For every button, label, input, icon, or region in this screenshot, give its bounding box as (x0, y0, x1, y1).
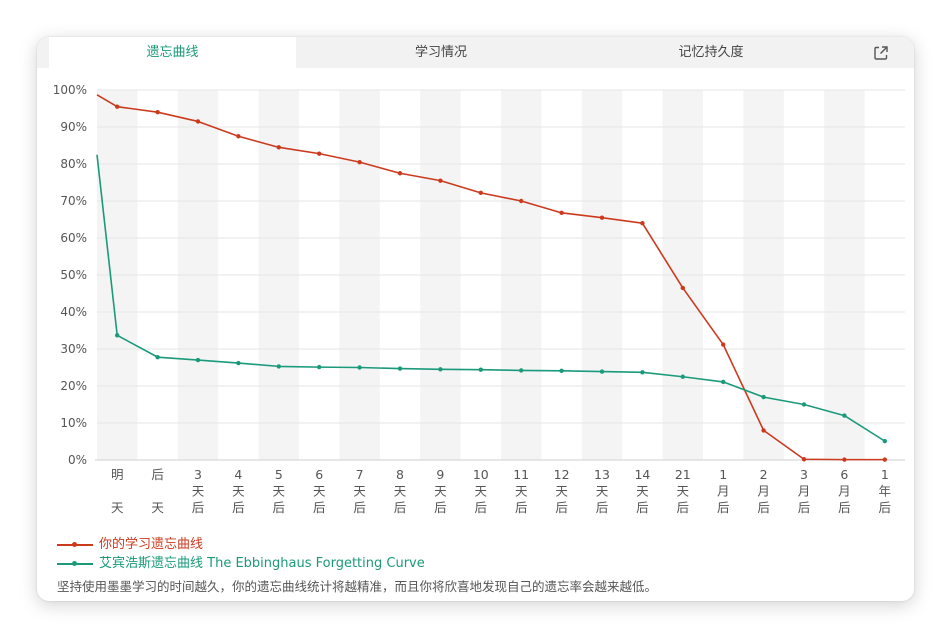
x-tick-label: 6 天后 (313, 467, 326, 515)
x-tick-label: 11 天后 (513, 467, 529, 515)
forgetting-curve-card: 遗忘曲线 学习情况 记忆持久度 0% 10% 20% 30% 40% 50% 60% 70% 8… (37, 37, 914, 601)
tab-bar: 遗忘曲线 学习情况 记忆持久度 (37, 37, 914, 68)
data-point (801, 402, 807, 407)
x-tick-label: 2 月后 (757, 467, 770, 515)
data-point (519, 368, 524, 373)
y-tick-label: 90% (60, 120, 87, 134)
x-tick-label: 12 天后 (554, 467, 570, 515)
data-point (842, 413, 847, 418)
data-point (357, 365, 362, 370)
y-tick-label: 0% (68, 453, 87, 467)
x-tick-label: 13 天后 (594, 467, 610, 515)
legend-line-user-icon (57, 541, 93, 547)
data-point (115, 104, 120, 109)
data-point (519, 198, 524, 204)
y-tick-label: 60% (60, 231, 87, 245)
data-point (478, 190, 483, 196)
x-tick-label: 3 月后 (798, 467, 811, 515)
legend-item-ebbinghaus: 艾宾浩斯遗忘曲线 The Ebbinghaus Forgetting Curve (57, 552, 425, 571)
x-tick-label: 4 天后 (232, 467, 245, 515)
data-point (721, 379, 726, 385)
data-point (276, 145, 281, 150)
x-tick-label: 后天 (151, 467, 164, 515)
data-point (155, 354, 160, 360)
data-point (195, 357, 201, 363)
data-point (761, 394, 766, 400)
data-point (115, 333, 120, 338)
legend-item-user: 你的学习遗忘曲线 (57, 533, 203, 552)
data-point (842, 457, 847, 462)
data-point (640, 221, 645, 226)
data-point (317, 364, 322, 370)
y-tick-label: 70% (60, 194, 87, 208)
data-point (397, 171, 403, 176)
data-point (357, 159, 362, 165)
data-point (317, 151, 322, 156)
y-tick-label: 40% (60, 305, 87, 319)
chart-area: 0% 10% 20% 30% 40% 50% 60% 70% 80% 90% 100% 明天 后天 3 天后… (37, 68, 914, 526)
x-tick-label: 1 月后 (717, 467, 730, 515)
data-point (761, 428, 766, 433)
x-tick-label: 21 天后 (675, 467, 691, 515)
data-point (680, 285, 685, 291)
footer-note: 坚持使用墨墨学习的时间越久，你的遗忘曲线统计将越精准，而且你将欣喜地发现自己的遗… (57, 579, 658, 594)
y-tick-label: 50% (60, 268, 87, 282)
data-point (559, 210, 564, 216)
data-point (236, 360, 241, 366)
data-point (438, 178, 443, 183)
data-point (559, 368, 564, 374)
x-tick-label: 3 天后 (192, 467, 205, 515)
y-tick-label: 80% (60, 157, 87, 171)
data-point (599, 215, 605, 220)
data-point (599, 369, 605, 374)
data-point (882, 438, 887, 444)
y-tick-label: 20% (60, 379, 87, 393)
data-point (155, 110, 160, 115)
y-tick-label: 30% (60, 342, 87, 356)
x-tick-label: 1 年后 (879, 467, 892, 515)
x-tick-label: 9 天后 (434, 467, 447, 515)
data-point (478, 367, 483, 372)
data-point (801, 457, 807, 462)
tab-forgetting-curve[interactable]: 遗忘曲线 (49, 37, 296, 68)
x-tick-label: 7 天后 (353, 467, 366, 515)
data-point (882, 457, 887, 462)
x-tick-label: 明天 (111, 467, 124, 515)
x-tick-label: 14 天后 (634, 467, 650, 515)
data-point (195, 119, 201, 124)
y-tick-label: 100% (53, 83, 87, 97)
x-tick-label: 6 月后 (838, 467, 851, 515)
tab-study-status[interactable]: 学习情况 (414, 45, 467, 60)
x-tick-label: 5 天后 (273, 467, 286, 515)
legend-line-ebbinghaus-icon (57, 560, 93, 566)
data-point (640, 370, 645, 375)
data-point (680, 374, 685, 379)
data-point (397, 366, 403, 371)
share-icon[interactable] (873, 45, 889, 61)
x-tick-label: 8 天后 (394, 467, 407, 515)
data-point (721, 342, 726, 347)
x-tick-label: 10 天后 (473, 467, 489, 515)
data-point (276, 364, 281, 369)
y-tick-label: 10% (60, 416, 87, 430)
data-point (438, 367, 443, 372)
tab-memory-durability[interactable]: 记忆持久度 (678, 45, 744, 60)
data-point (236, 134, 241, 139)
